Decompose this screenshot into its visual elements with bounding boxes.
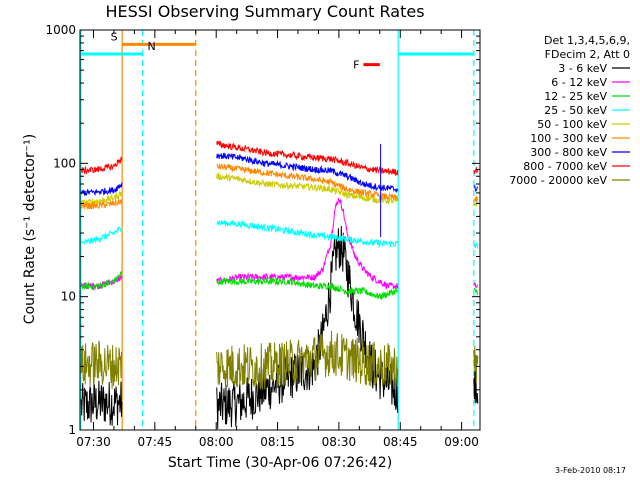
x-axis-label: Start Time (30-Apr-06 07:26:42) [168, 455, 392, 471]
series-line-300-800-kev [473, 183, 479, 192]
series-line-800-7000-kev [216, 140, 399, 176]
chart-title: HESSI Observing Summary Count Rates [105, 2, 424, 21]
marker-lines-layer [80, 30, 475, 430]
series-line-100-300-kev [473, 195, 478, 203]
axes-frame [79, 29, 481, 431]
x-tick-label: 07:45 [138, 435, 173, 449]
series-800-7000-kev [81, 140, 479, 176]
axes-layer: 1 10 100 1000 07:30 07:45 08:00 08:15 08:30 08:45… [45, 23, 481, 449]
y-axis-label: Count Rate (s⁻¹ detector⁻¹) [22, 134, 38, 324]
series-line-100-300-kev [80, 198, 123, 211]
legend-entry-100-300-kev: 100 - 300 keV [530, 132, 607, 145]
legend-entry-25-50-kev: 25 - 50 keV [544, 104, 607, 117]
legend-entry-800-7000-kev: 800 - 7000 keV [523, 160, 607, 173]
series-line-3-6-kev [216, 225, 399, 430]
series-300-800-kev [80, 152, 479, 196]
legend-entry-3-6-kev: 3 - 6 keV [558, 62, 607, 75]
x-tick-label: 08:45 [383, 435, 418, 449]
series-100-300-kev [80, 163, 478, 211]
series-line-12-25-kev [216, 276, 399, 301]
legend-header-1: FDecim 2, Att 0 [545, 48, 630, 61]
series-12-25-kev [80, 270, 479, 301]
legend: Det 1,3,4,5,6,9,FDecim 2, Att 03 - 6 keV… [509, 34, 630, 187]
y-tick-label: 10 [61, 290, 76, 304]
series-line-7000-20000-kev [216, 330, 399, 390]
legend-entry-12-25-kev: 12 - 25 keV [544, 90, 607, 103]
annotations-layer: S N F [80, 30, 474, 72]
annotation-label-f: F [353, 59, 359, 72]
series-line-50-100-kev [80, 190, 123, 207]
series-layer [80, 140, 479, 430]
legend-header-0: Det 1,3,4,5,6,9, [544, 34, 630, 47]
annotation-label-n: N [147, 40, 155, 53]
legend-entry-300-800-kev: 300 - 800 keV [530, 146, 607, 159]
series-line-7000-20000-kev [80, 340, 123, 390]
series-line-50-100-kev [216, 171, 399, 205]
series-line-25-50-kev [216, 219, 398, 248]
series-line-25-50-kev [473, 242, 479, 249]
x-tick-label: 09:00 [444, 435, 479, 449]
legend-entry-50-100-kev: 50 - 100 keV [537, 118, 607, 131]
series-line-300-800-kev [216, 152, 399, 193]
series-7000-20000-kev [80, 330, 479, 390]
legend-entry-6-12-kev: 6 - 12 keV [551, 76, 607, 89]
series-line-7000-20000-kev [473, 345, 479, 384]
x-tick-label: 08:00 [199, 435, 234, 449]
series-line-3-6-kev [80, 380, 123, 426]
x-tick-label: 08:30 [322, 435, 357, 449]
x-tick-label: 07:30 [76, 435, 111, 449]
series-line-800-7000-kev [473, 167, 479, 175]
series-line-6-12-kev [216, 197, 399, 290]
y-tick-label: 1 [68, 423, 76, 437]
series-line-6-12-kev [473, 282, 479, 289]
y-tick-label: 100 [53, 156, 76, 170]
annotation-label-s: S [111, 30, 118, 43]
series-line-25-50-kev [80, 226, 123, 245]
series-line-12-25-kev [80, 270, 123, 291]
series-line-800-7000-kev [81, 156, 123, 175]
series-line-12-25-kev [473, 287, 479, 296]
series-25-50-kev [80, 219, 479, 249]
footer-timestamp: 3-Feb-2010 08:17 [555, 466, 626, 475]
x-tick-label: 08:15 [260, 435, 295, 449]
series-line-300-800-kev [80, 182, 123, 196]
y-tick-label: 1000 [45, 23, 76, 37]
legend-entry-7000-20000-kev: 7000 - 20000 keV [509, 174, 607, 187]
series-line-100-300-kev [216, 163, 399, 201]
